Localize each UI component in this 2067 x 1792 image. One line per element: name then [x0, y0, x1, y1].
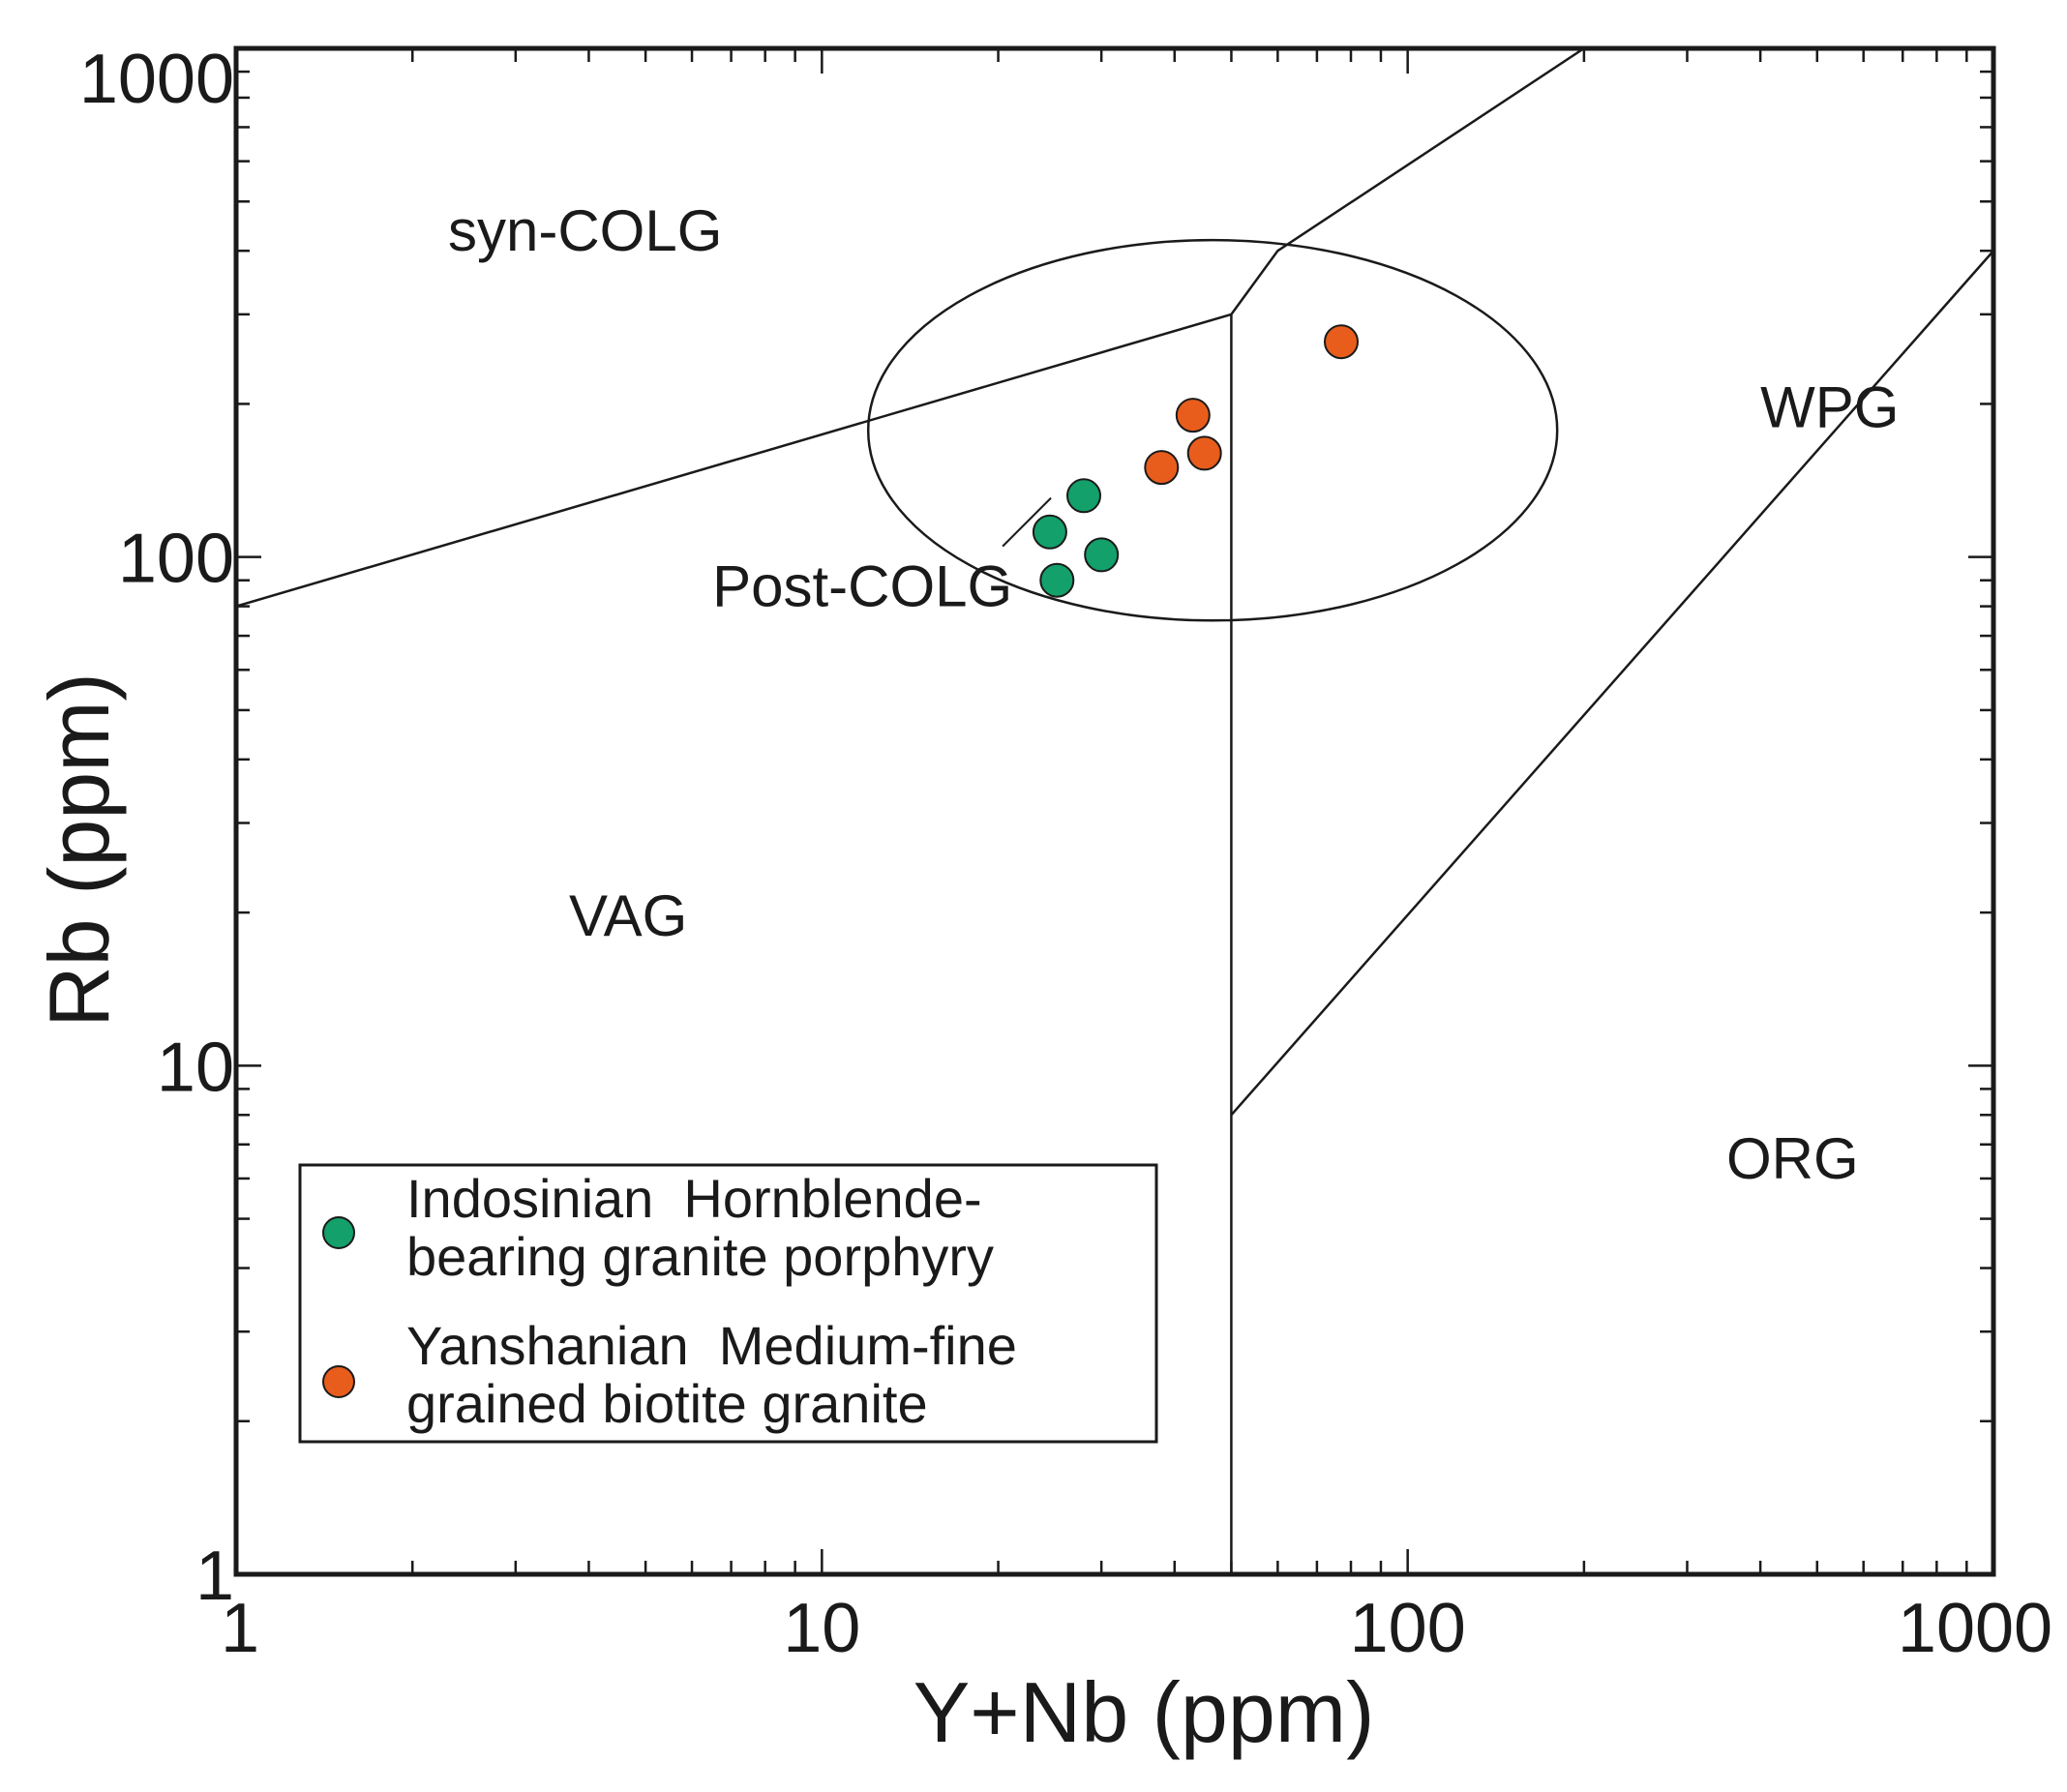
legend-label-yanshanian-line1: Yanshanian Medium-fine — [406, 1315, 1017, 1376]
x-tick-label-1: 1 — [221, 1590, 259, 1667]
post-colg-leader-line — [1002, 496, 1052, 548]
data-point-series1-2 — [1186, 435, 1222, 471]
data-point-series0-3 — [1084, 537, 1120, 573]
x-tick-label-100: 100 — [1350, 1590, 1466, 1667]
y-tick-label-100: 100 — [118, 521, 234, 598]
boundary-line-3 — [1230, 250, 1993, 1117]
legend-marker-yanshanian — [322, 1365, 355, 1398]
field-label-syn-colg: syn-COLG — [448, 198, 722, 263]
axis-ticks — [234, 46, 1995, 1576]
tick-labels: 1 10 100 1000 1 10 100 1000 — [79, 41, 2052, 1667]
x-tick-label-10: 10 — [783, 1590, 860, 1667]
legend-label-indosinian-line2: bearing granite porphyry — [406, 1226, 994, 1287]
legend-label-yanshanian-line2: grained biotite granite — [406, 1373, 928, 1434]
y-tick-label-1000: 1000 — [79, 41, 234, 118]
boundary-line-0 — [236, 313, 1232, 608]
data-point-series0-2 — [1039, 562, 1075, 598]
data-point-series1-1 — [1175, 398, 1211, 433]
x-tick-label-1000: 1000 — [1898, 1590, 2052, 1667]
data-points — [1032, 324, 1359, 598]
legend: Indosinian Hornblende- bearing granite p… — [298, 1163, 1158, 1444]
field-label-wpg: WPG — [1760, 375, 1899, 440]
field-boundaries — [236, 48, 1993, 1574]
legend-box — [298, 1163, 1158, 1444]
post-colg-ellipse — [866, 238, 1559, 622]
field-labels: syn-COLG WPG Post-COLG VAG ORG — [448, 198, 1899, 1191]
boundary-line-1 — [1230, 48, 1585, 315]
plot-frame — [233, 45, 1996, 1577]
y-axis-title: Rb (ppm) — [31, 672, 127, 1028]
x-axis-title: Y+Nb (ppm) — [914, 1664, 1375, 1760]
field-label-vag: VAG — [569, 883, 687, 948]
y-tick-label-1: 1 — [195, 1538, 234, 1615]
data-point-series0-1 — [1066, 478, 1101, 514]
field-label-post-colg: Post-COLG — [712, 554, 1012, 619]
y-tick-label-10: 10 — [157, 1029, 234, 1106]
legend-marker-indosinian — [322, 1216, 355, 1249]
data-point-series1-0 — [1144, 450, 1180, 486]
field-label-org: ORG — [1726, 1126, 1859, 1191]
data-point-series1-3 — [1324, 324, 1359, 360]
data-point-series0-0 — [1032, 514, 1067, 550]
legend-label-indosinian-line1: Indosinian Hornblende- — [406, 1168, 982, 1229]
